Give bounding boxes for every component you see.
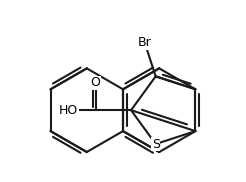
Text: S: S: [152, 138, 160, 151]
Text: O: O: [91, 76, 100, 90]
Text: HO: HO: [59, 104, 78, 117]
Text: Br: Br: [138, 36, 152, 49]
